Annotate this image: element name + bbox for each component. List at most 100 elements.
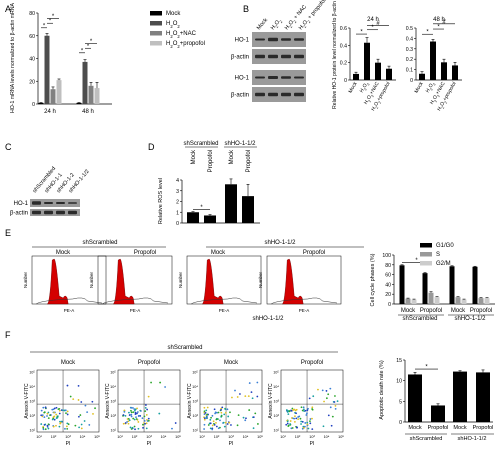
x-tick-label: 10⁴	[161, 435, 167, 439]
x-tick-label: 10³	[228, 435, 234, 439]
blot-band	[294, 54, 304, 59]
event-dot	[174, 422, 177, 424]
scatter-frame	[36, 369, 100, 433]
panel-label: B	[243, 4, 249, 14]
y-tick-label: 20	[29, 79, 35, 85]
event-dot	[40, 414, 43, 417]
event-dot	[247, 395, 250, 398]
event-dot	[217, 411, 220, 414]
axis-label: PE-A	[64, 308, 75, 313]
event-dot	[215, 418, 218, 421]
y-tick-label: 10⁴	[29, 385, 35, 389]
event-dot	[67, 423, 70, 426]
x-tick-label: 10⁵	[94, 435, 100, 439]
legend-swatch	[420, 261, 432, 266]
event-dot	[295, 408, 298, 411]
x-tick-label: Mock	[348, 81, 359, 95]
lane-label: H2O2 + NAC	[284, 4, 309, 32]
bar	[44, 35, 50, 104]
event-dot	[55, 424, 57, 427]
event-dot	[209, 422, 212, 425]
event-dot	[215, 421, 217, 424]
blot-band	[44, 202, 53, 204]
bar	[430, 41, 436, 80]
event-dot	[205, 417, 208, 420]
blot-band	[294, 76, 304, 79]
event-dot	[252, 416, 255, 419]
y-tick-label: 0.6	[340, 26, 347, 32]
g1-peak	[47, 258, 69, 305]
group-label: shScrambled	[183, 141, 218, 147]
chart-E-bar: 0 20 40 60 80 100 Cell cycle phases (%) Mock Pro…	[370, 243, 495, 322]
event-dot	[203, 413, 206, 416]
x-tick-label: 10¹	[280, 435, 286, 439]
event-dot	[62, 409, 64, 412]
event-dot	[53, 407, 56, 410]
event-dot	[220, 408, 222, 411]
x-tick-label: 10⁵	[175, 435, 181, 439]
y-tick-label: 5	[399, 399, 402, 405]
group-label: shScrambled	[402, 316, 437, 322]
chart-B-48h: 0 0.1 0.2 0.3 0.4 0.5 48 h MockH2O2H2O2+NACH2O2…	[406, 17, 462, 112]
event-dot	[58, 425, 61, 428]
event-dot	[205, 409, 208, 412]
y-tick-label: 10⁴	[110, 385, 116, 389]
bar	[472, 266, 478, 304]
group-label: shScrambled	[167, 345, 202, 351]
event-dot	[43, 424, 46, 426]
event-dot	[285, 423, 288, 426]
event-dot	[292, 409, 295, 411]
event-dot	[203, 423, 206, 426]
event-dot	[144, 406, 147, 409]
event-dot	[322, 425, 325, 428]
event-dot	[84, 404, 87, 407]
y-tick-label: 40	[385, 282, 391, 288]
bar	[419, 73, 425, 80]
y-tick-label: 20	[385, 292, 391, 298]
lane-label: Propofol	[246, 150, 252, 172]
y-tick-label: 4	[176, 178, 179, 184]
event-dot	[44, 406, 47, 409]
event-dot	[287, 413, 290, 416]
y-tick-label: 0.5	[406, 26, 413, 32]
event-dot	[128, 419, 131, 422]
event-dot	[254, 412, 257, 415]
event-dot	[226, 408, 229, 411]
event-dot	[41, 414, 44, 417]
event-dot	[122, 422, 125, 425]
event-dot	[286, 420, 289, 423]
event-dot	[130, 415, 133, 418]
event-dot	[134, 428, 136, 431]
event-dot	[80, 401, 83, 403]
scatter-frame	[117, 369, 181, 433]
y-tick-label: 10⁵	[110, 371, 116, 375]
y-tick-label: 10³	[111, 400, 117, 404]
bar	[56, 80, 62, 104]
fit-curve	[270, 297, 338, 305]
event-dot	[305, 414, 308, 416]
fit-curve	[190, 297, 258, 305]
event-dot	[221, 406, 224, 409]
event-dot	[303, 425, 306, 428]
significance-mark: *	[371, 25, 374, 31]
event-dot	[210, 416, 212, 419]
event-dot	[43, 411, 46, 414]
event-dot	[94, 407, 96, 410]
axis-label: Number	[89, 272, 94, 289]
event-dot	[325, 390, 328, 392]
fit-curve	[35, 297, 103, 305]
event-dot	[66, 427, 69, 430]
lane-label: Mock	[191, 149, 197, 164]
legend-label: S	[436, 252, 440, 258]
x-tick-label: 10¹	[199, 435, 205, 439]
g1-peak	[113, 258, 135, 305]
event-dot	[311, 408, 314, 410]
event-dot	[304, 422, 307, 424]
event-dot	[133, 408, 136, 411]
event-dot	[291, 427, 294, 429]
event-dot	[211, 428, 214, 431]
event-dot	[80, 423, 83, 426]
y-tick-label: 0.3	[406, 47, 413, 53]
blot-band	[56, 202, 65, 204]
